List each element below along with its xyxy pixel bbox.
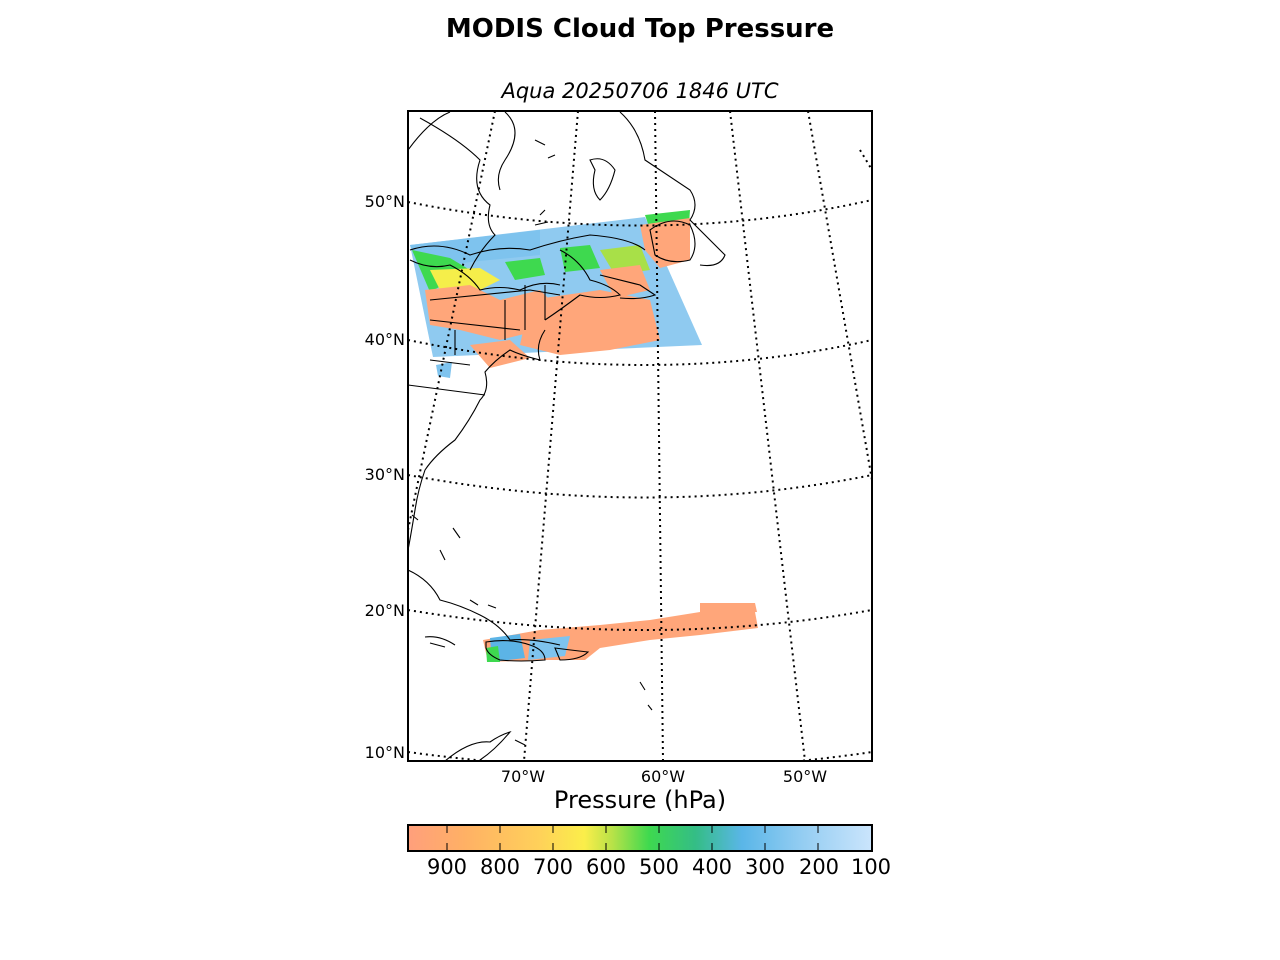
lat-label-30n: 30°N bbox=[364, 465, 405, 484]
colorbar-gradient bbox=[408, 825, 872, 851]
lat-label-40n: 40°N bbox=[364, 330, 405, 349]
lon-label-60w: 60°W bbox=[640, 767, 686, 786]
colorbar-tick-label: 100 bbox=[850, 855, 892, 879]
colorbar-tick-label: 800 bbox=[479, 855, 521, 879]
colorbar-tick-label: 400 bbox=[691, 855, 733, 879]
cloud-swath-north bbox=[410, 210, 702, 378]
colorbar-tick-label: 300 bbox=[744, 855, 786, 879]
colorbar-tick-label: 500 bbox=[638, 855, 680, 879]
colorbar-frame bbox=[407, 824, 873, 852]
lat-label-10n: 10°N bbox=[364, 743, 405, 762]
cloud-swath-south bbox=[483, 603, 758, 662]
colorbar-tick-label: 700 bbox=[532, 855, 574, 879]
lon-label-70w: 70°W bbox=[500, 767, 546, 786]
colorbar-tick-label: 600 bbox=[585, 855, 627, 879]
graticule bbox=[408, 111, 872, 761]
colorbar-label: Pressure (hPa) bbox=[553, 786, 727, 814]
lon-label-50w: 50°W bbox=[782, 767, 828, 786]
map-frame bbox=[407, 110, 873, 762]
chart-subtitle: Aqua 20250706 1846 UTC bbox=[501, 79, 779, 103]
chart-title: MODIS Cloud Top Pressure bbox=[445, 14, 835, 44]
colorbar-tick-label: 900 bbox=[426, 855, 468, 879]
map-area bbox=[408, 111, 872, 761]
lat-label-50n: 50°N bbox=[364, 192, 405, 211]
colorbar bbox=[407, 824, 873, 852]
colorbar-tick-label: 200 bbox=[798, 855, 840, 879]
lat-label-20n: 20°N bbox=[364, 601, 405, 620]
coastlines bbox=[408, 111, 726, 761]
low-cloud-region bbox=[640, 218, 690, 268]
